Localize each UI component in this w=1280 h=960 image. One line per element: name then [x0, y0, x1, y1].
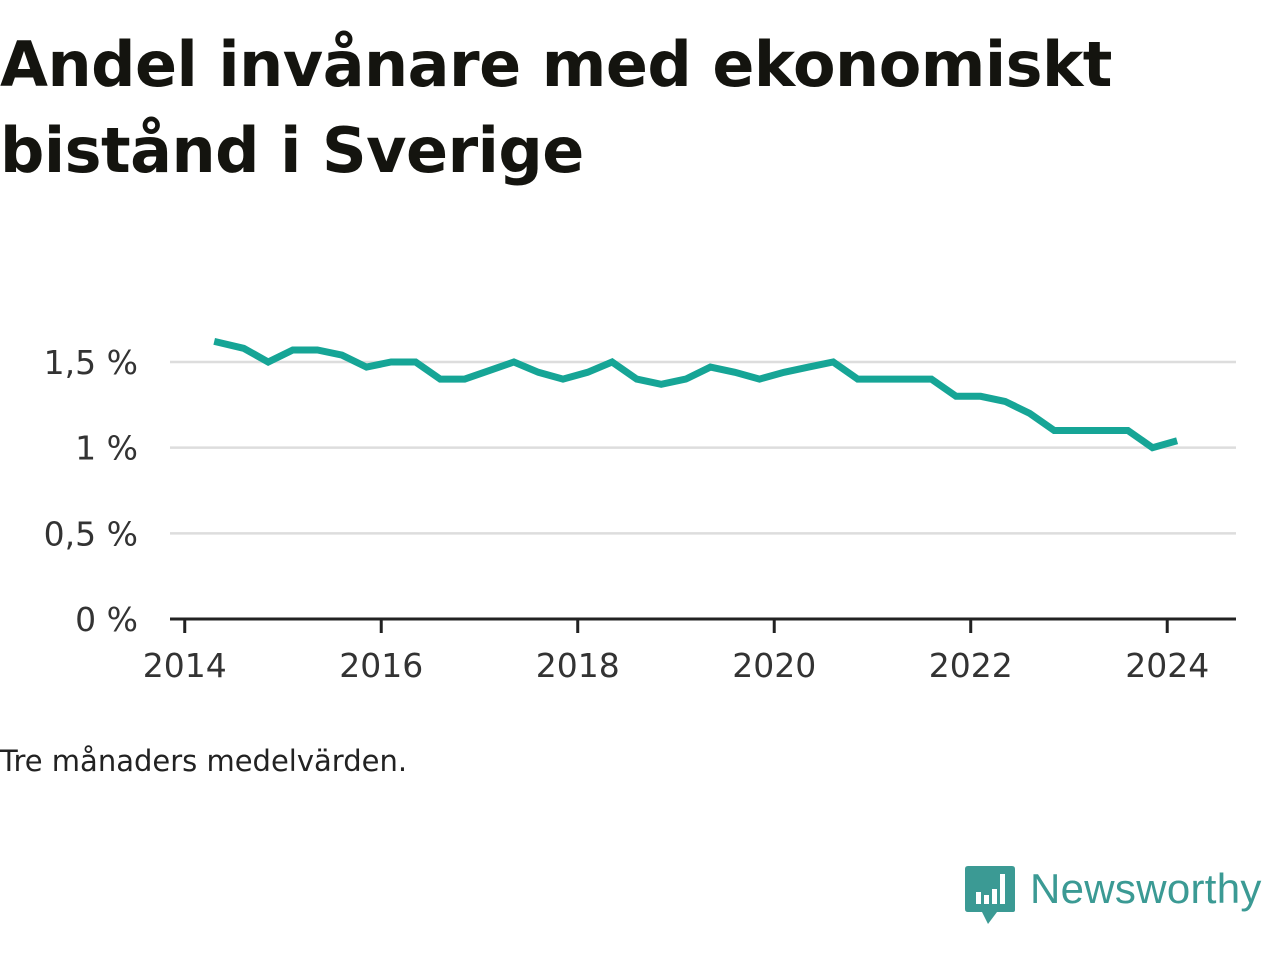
- x-tick-label: 2014: [143, 646, 227, 685]
- newsworthy-logo-icon: [965, 866, 1015, 924]
- y-tick-label: 1,5 %: [44, 343, 138, 382]
- chart-title: Andel invånare med ekonomiskt bistånd i …: [0, 28, 1112, 187]
- x-tick-label: 2018: [536, 646, 620, 685]
- x-tick-label: 2016: [339, 646, 423, 685]
- y-tick-label: 0,5 %: [44, 514, 138, 553]
- brand-name: Newsworthy: [1030, 865, 1262, 912]
- x-tick-label: 2024: [1125, 646, 1209, 685]
- y-tick-label: 0 %: [75, 600, 138, 639]
- x-tick-label: 2022: [929, 646, 1013, 685]
- chart-note: Tre månaders medelvärden.: [0, 744, 408, 778]
- y-tick-label: 1 %: [75, 429, 138, 468]
- series-line: [213, 337, 1179, 452]
- brand: Newsworthy: [964, 864, 1262, 926]
- x-tick-label: 2020: [732, 646, 816, 685]
